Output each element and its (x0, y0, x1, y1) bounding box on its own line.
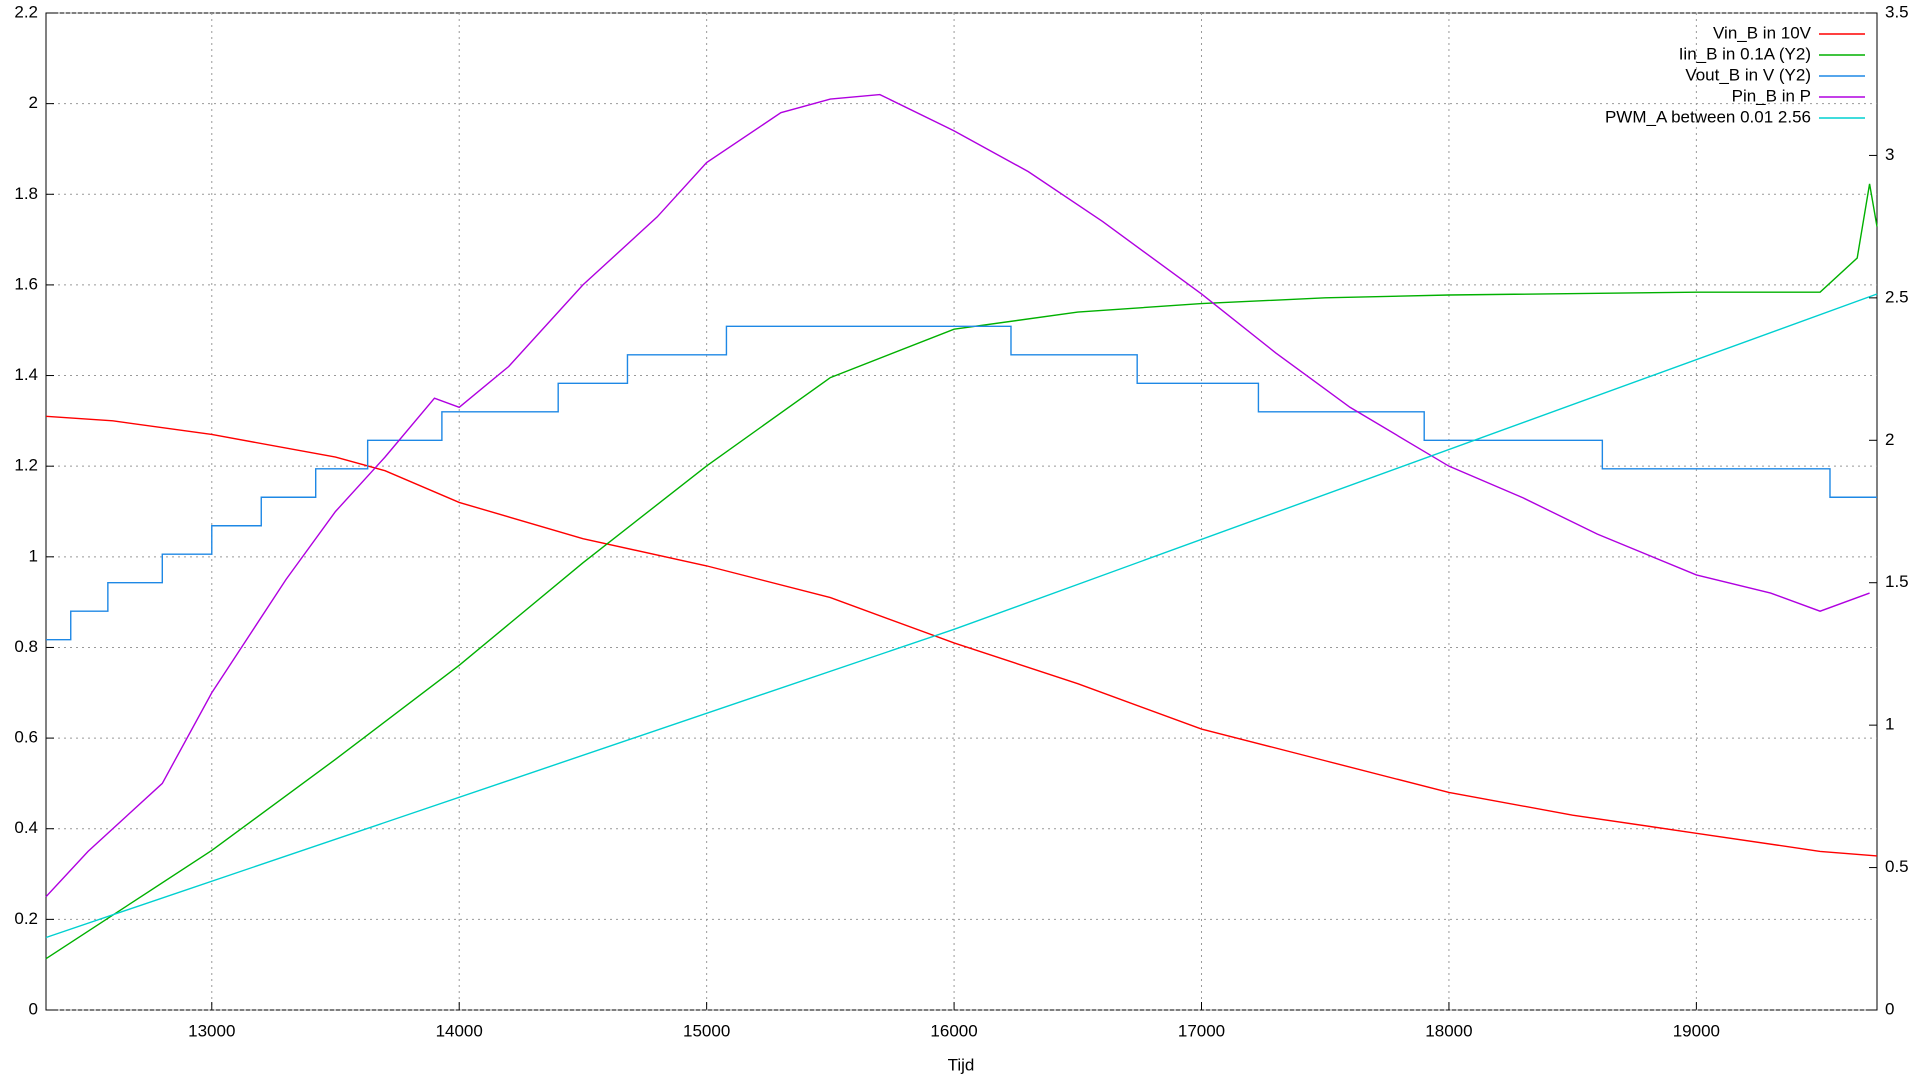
y-tick-label: 0.4 (14, 818, 38, 837)
x-tick-label: 19000 (1673, 1021, 1720, 1040)
y-tick-label: 1.8 (14, 184, 38, 203)
y-tick-label: 0.2 (14, 909, 38, 928)
y2-tick-label: 2 (1885, 430, 1894, 449)
y2-tick-label: 1.5 (1885, 572, 1909, 591)
x-tick-label: 17000 (1178, 1021, 1225, 1040)
legend-label: Iin_B in 0.1A (Y2) (1679, 44, 1811, 63)
y-tick-label: 0.6 (14, 728, 38, 747)
y-tick-label: 0 (29, 999, 38, 1018)
y2-tick-label: 0 (1885, 999, 1894, 1018)
series-line (46, 325, 1877, 641)
y-tick-label: 2 (29, 93, 38, 112)
x-axis-label: Tijd (948, 1055, 975, 1074)
y-tick-label: 1.4 (14, 365, 38, 384)
x-tick-label: 14000 (436, 1021, 483, 1040)
y2-tick-label: 3.5 (1885, 2, 1909, 21)
series-line (45, 293, 1878, 939)
series-line (45, 415, 1878, 857)
x-tick-label: 13000 (188, 1021, 235, 1040)
legend-label: Vout_B in V (Y2) (1685, 65, 1811, 84)
x-tick-label: 15000 (683, 1021, 730, 1040)
legend-label: Vin_B in 10V (1713, 23, 1812, 42)
plot-frame (45, 12, 1878, 1011)
y2-tick-label: 2.5 (1885, 287, 1909, 306)
series-line (45, 183, 1878, 960)
y-tick-label: 1.2 (14, 456, 38, 475)
y-tick-label: 2.2 (14, 2, 38, 21)
x-tick-label: 18000 (1425, 1021, 1472, 1040)
x-tick-label: 16000 (930, 1021, 977, 1040)
y2-tick-label: 1 (1885, 715, 1894, 734)
y-tick-label: 1 (29, 546, 38, 565)
legend-label: Pin_B in P (1732, 86, 1811, 105)
legend-label: PWM_A between 0.01 2.56 (1605, 107, 1811, 126)
series-line (45, 93, 1870, 898)
y2-tick-label: 3 (1885, 145, 1894, 164)
y-tick-label: 1.6 (14, 274, 38, 293)
y2-tick-label: 0.5 (1885, 857, 1909, 876)
y-tick-label: 0.8 (14, 637, 38, 656)
